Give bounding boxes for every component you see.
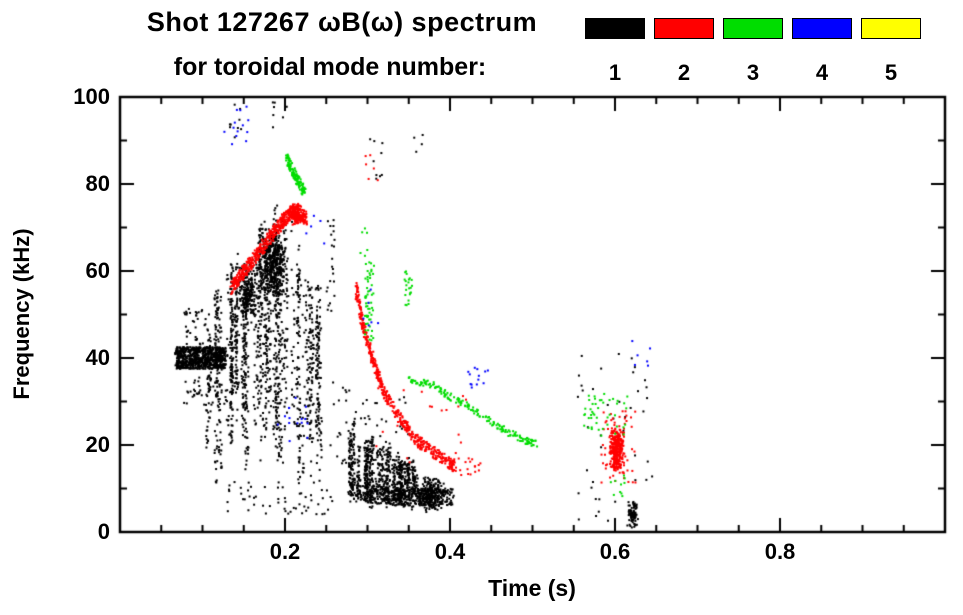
x-tick-label: 0.2 <box>269 539 301 564</box>
y-tick-label: 60 <box>85 258 110 283</box>
x-tick-label: 0.4 <box>434 539 466 564</box>
x-tick-label: 0.8 <box>764 539 796 564</box>
y-tick-label: 0 <box>97 519 110 544</box>
x-tick-label: 0.6 <box>599 539 631 564</box>
y-tick-label: 100 <box>73 84 110 109</box>
y-tick-label: 40 <box>85 345 110 370</box>
y-tick-label: 80 <box>85 171 110 196</box>
y-tick-label: 20 <box>85 432 110 457</box>
